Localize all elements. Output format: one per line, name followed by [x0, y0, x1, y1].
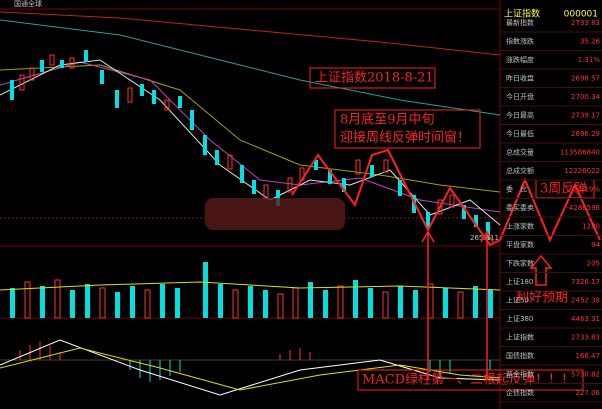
quote-value: 2452.38: [571, 297, 600, 305]
annotation: MACD绿柱第一、二根起反弹！！！: [362, 373, 574, 388]
quote-value: 205: [587, 260, 600, 268]
zigzag: [291, 148, 501, 247]
quote-value: 1.31%: [578, 56, 601, 64]
quote-label: 委买委卖: [506, 203, 534, 212]
quote-label: 今日最高: [506, 111, 534, 120]
dea-line: [0, 347, 501, 391]
quote-value: 2733.83: [571, 19, 600, 27]
quote-value: 2733.83: [571, 334, 600, 342]
quote-label: 昨日收盘: [506, 74, 534, 83]
quote-value: 2700.34: [571, 93, 600, 101]
quote-label: 今日最低: [506, 129, 534, 138]
quote-label: 总成交额: [506, 166, 534, 175]
quote-value: 94: [591, 241, 600, 249]
quote-label: 指数涨跌: [506, 37, 534, 46]
quote-value: 227.06: [576, 389, 601, 397]
quote-value: 35.26: [580, 38, 601, 46]
dif-line: [0, 339, 501, 396]
blur-box: [205, 198, 345, 230]
quote-value: 166.47: [576, 352, 601, 360]
quote-value: 12226022: [564, 167, 600, 175]
arrows: [421, 230, 494, 380]
quote-label: 企债指数: [506, 388, 534, 397]
up-arrow: [529, 254, 553, 286]
quote-label: 最新指数: [506, 18, 534, 27]
quote-label: 国债指数: [506, 351, 534, 360]
index-title: 上证指数: [504, 8, 540, 20]
annotation: 上证指数2018-8-21: [315, 71, 434, 86]
quote-label: 上涨家数: [506, 222, 534, 231]
annotation: 利好预期: [516, 291, 568, 306]
vol-ma: [0, 281, 501, 291]
annotation: 迎接周线反弹时间窗！: [340, 130, 470, 146]
quote-label: 委 比: [506, 185, 527, 194]
quote-label: 上证50: [506, 296, 529, 305]
quote-label: 涨跌幅度: [506, 55, 534, 64]
annotation: 8月底至9月中旬: [340, 112, 435, 128]
quote-label: 今日开盘: [506, 92, 534, 101]
quote-value: 5730.82: [571, 371, 600, 379]
quote-label: 基金指数: [506, 370, 534, 379]
quote-value: 1280: [582, 223, 600, 231]
quote-value: 2698.57: [571, 75, 600, 83]
app-name: 国通全球: [14, 0, 42, 8]
quote-panel: 最新指数 2733.83 指数涨跌 35.26 涨跌幅度 1.31% 昨日收盘 2698.57…: [500, 18, 602, 403]
quote-value: -4286598: [566, 204, 600, 212]
quote-label: 上证指数: [506, 333, 534, 342]
ma-line: [0, 11, 501, 56]
quote-value: -22.19%: [571, 186, 601, 194]
volume-bars: [10, 262, 493, 319]
quote-value: 7326.17: [571, 278, 600, 286]
quote-label: 总成交量: [506, 148, 534, 157]
quote-label: 上证380: [506, 314, 533, 323]
window-box: [334, 109, 481, 149]
quote-value: 4463.31: [571, 315, 600, 323]
projection: [499, 177, 601, 243]
quote-value: 2739.17: [571, 112, 600, 120]
macd-box: [357, 369, 584, 391]
quote-label: 平盘家数: [506, 240, 534, 249]
quote-label: 上证180: [506, 277, 533, 286]
quote-value: 113586840: [560, 149, 600, 157]
annotation: 3周反弹: [540, 182, 587, 197]
ma-line: [0, 19, 501, 116]
quote-value: 2696.29: [571, 130, 600, 138]
quote-label: 下跌家数: [506, 259, 534, 268]
index-code: 000001: [564, 10, 598, 20]
date-box: [309, 67, 436, 89]
